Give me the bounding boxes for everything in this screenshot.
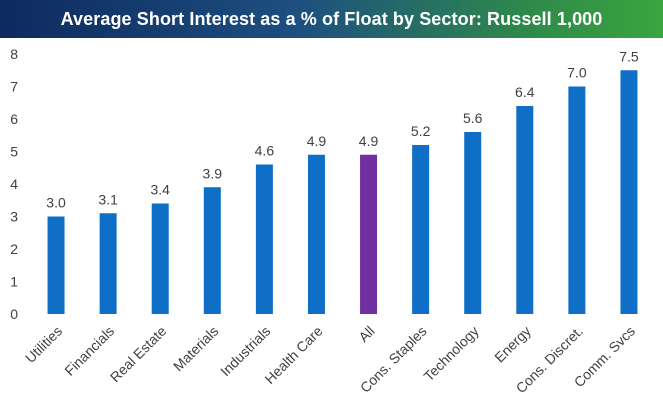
data-label: 3.9 xyxy=(203,165,223,181)
bar-chart: 0 1 2 3 4 5 6 7 8 3.0 3.1 3.4 3.9 4.6 4.9 4.9 5.2 5.6 6.4… xyxy=(10,46,639,397)
bar xyxy=(360,154,378,314)
y-tick-label: 5 xyxy=(10,144,18,160)
bar xyxy=(620,70,638,314)
x-tick-label: Energy xyxy=(491,323,534,366)
bar xyxy=(47,216,65,314)
bar xyxy=(412,145,430,314)
y-tick-label: 4 xyxy=(10,176,18,192)
y-tick-label: 2 xyxy=(10,241,18,257)
y-tick-label: 1 xyxy=(10,274,18,290)
data-label: 3.4 xyxy=(150,182,170,198)
bar xyxy=(255,164,273,314)
data-label: 3.1 xyxy=(98,191,118,207)
x-tick-label: Utilities xyxy=(22,323,65,366)
data-label: 7.0 xyxy=(567,65,587,81)
y-tick-label: 0 xyxy=(10,306,18,322)
bar xyxy=(568,86,586,314)
data-label: 4.6 xyxy=(255,143,275,159)
y-axis: 0 1 2 3 4 5 6 7 8 xyxy=(10,46,18,322)
data-label: 5.6 xyxy=(463,110,483,126)
data-label: 6.4 xyxy=(515,84,535,100)
y-tick-label: 3 xyxy=(10,209,18,225)
bar xyxy=(151,203,169,314)
data-labels-group: 3.0 3.1 3.4 3.9 4.6 4.9 4.9 5.2 5.6 6.4 7.0 7.5 xyxy=(46,48,639,210)
data-label: 4.9 xyxy=(359,133,379,149)
bar xyxy=(516,106,534,314)
x-tick-label: Materials xyxy=(170,323,221,374)
data-label: 3.0 xyxy=(46,195,66,211)
y-tick-label: 7 xyxy=(10,79,18,95)
bar xyxy=(464,132,482,314)
x-tick-label: Technology xyxy=(420,323,481,384)
data-label: 4.9 xyxy=(307,133,327,149)
bars-group xyxy=(47,70,638,314)
data-label: 7.5 xyxy=(619,48,639,64)
x-tick-label: Real Estate xyxy=(107,323,170,386)
data-label: 5.2 xyxy=(411,123,431,139)
y-tick-label: 6 xyxy=(10,111,18,127)
chart-title-bar: Average Short Interest as a % of Float b… xyxy=(0,0,663,38)
x-tick-label: All xyxy=(355,323,377,345)
chart-title: Average Short Interest as a % of Float b… xyxy=(60,8,603,29)
bar xyxy=(307,154,325,314)
bar xyxy=(203,187,221,314)
bar xyxy=(99,213,117,314)
y-tick-label: 8 xyxy=(10,46,18,62)
x-tick-label: Financials xyxy=(61,323,117,379)
